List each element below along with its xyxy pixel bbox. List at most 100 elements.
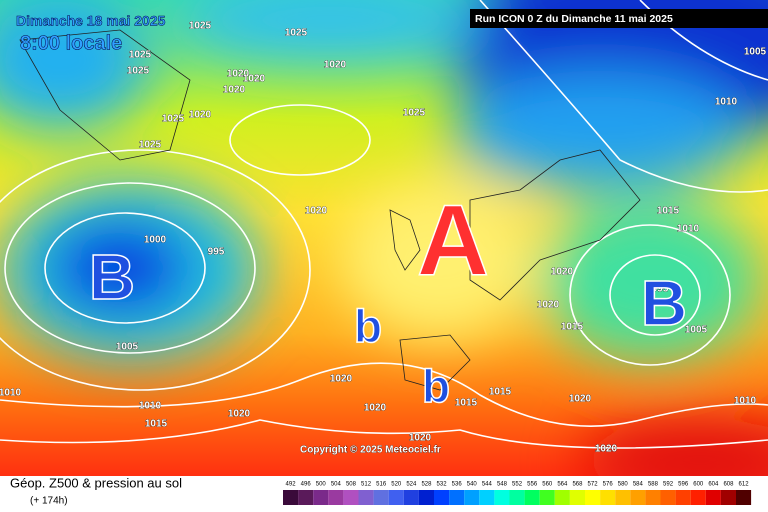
isobar-label: 995 — [652, 284, 669, 295]
isobar-label: 1020 — [189, 110, 212, 121]
scale-cell — [494, 490, 510, 505]
isobar-label: 1010 — [677, 224, 700, 235]
scale-cell — [585, 490, 601, 505]
scale-cell — [313, 490, 329, 505]
scale-cell — [630, 490, 646, 505]
isobar-label: 1015 — [561, 322, 584, 333]
scale-cell — [343, 490, 359, 505]
scale-cell — [736, 490, 752, 505]
footer-title: Géop. Z500 & pression au sol — [10, 475, 182, 490]
scale-cell — [298, 490, 314, 505]
scale-label: 584 — [633, 482, 644, 488]
isobar-label: 1025 — [127, 66, 150, 77]
scale-cell — [569, 490, 585, 505]
scale-label: 596 — [678, 482, 689, 488]
scale-label: 544 — [482, 482, 493, 488]
scale-label: 536 — [452, 482, 463, 488]
scale-label: 600 — [693, 482, 704, 488]
isobar-label: 1010 — [139, 401, 162, 412]
scale-cell — [690, 490, 706, 505]
scale-label: 576 — [603, 482, 614, 488]
run-info: Run ICON 0 Z du Dimanche 11 mai 2025 — [475, 13, 673, 25]
scale-cell — [358, 490, 374, 505]
isobar-label: 1020 — [551, 267, 574, 278]
scale-cell — [403, 490, 419, 505]
scale-cell — [449, 490, 465, 505]
isobar-label: 1015 — [657, 206, 680, 217]
forecast-date: Dimanche 18 mai 2025 — [16, 13, 166, 29]
scale-label: 540 — [467, 482, 478, 488]
isobar-label: 1015 — [455, 398, 478, 409]
scale-cell — [675, 490, 691, 505]
isobar-label: 1020 — [409, 433, 432, 444]
run-box — [470, 9, 768, 28]
isobar-label: 1020 — [537, 300, 560, 311]
scale-cell — [418, 490, 434, 505]
isobar-label: 1000 — [144, 235, 167, 246]
scale-cell — [524, 490, 540, 505]
isobar-label: 1005 — [685, 325, 708, 336]
isobar-label: 1005 — [116, 342, 139, 353]
scale-cell — [434, 490, 450, 505]
scale-cell — [600, 490, 616, 505]
isobar-label: 1020 — [595, 444, 618, 455]
scale-label: 512 — [361, 482, 372, 488]
isobar-label: 1020 — [227, 69, 250, 80]
low-center: B — [641, 267, 687, 339]
scale-label: 524 — [406, 482, 417, 488]
footer-lead: (+ 174h) — [30, 496, 68, 507]
scale-cell — [554, 490, 570, 505]
isobar-label: 1025 — [162, 114, 185, 125]
forecast-time: 8:00 locale — [20, 32, 122, 54]
scale-label: 508 — [346, 482, 357, 488]
isobar-label: 1020 — [243, 74, 266, 85]
isobar-label: 1015 — [145, 419, 168, 430]
scale-label: 564 — [557, 482, 568, 488]
scale-cell — [660, 490, 676, 505]
low-center: b — [354, 300, 382, 352]
isobar-label: 1025 — [403, 108, 426, 119]
scale-cell — [539, 490, 555, 505]
isobar-label: 1025 — [139, 140, 162, 151]
scale-cell — [464, 490, 480, 505]
scale-label: 556 — [527, 482, 538, 488]
isobar-label: 1025 — [129, 50, 152, 61]
isobar-labels: 1025102510251025102010201020102010251020… — [0, 20, 767, 455]
scale-label: 520 — [391, 482, 402, 488]
coastlines — [19, 29, 641, 391]
isobar-label: 1020 — [330, 374, 353, 385]
scale-cell — [615, 490, 631, 505]
isobar-label: 1010 — [715, 97, 738, 108]
scale-label: 592 — [663, 482, 674, 488]
scale-cell — [373, 490, 389, 505]
scale-label: 548 — [497, 482, 508, 488]
scale-cell — [388, 490, 404, 505]
isobar-label: 1020 — [324, 60, 347, 71]
scale-label: 516 — [376, 482, 387, 488]
scale-label: 588 — [648, 482, 659, 488]
scale-cell — [645, 490, 661, 505]
isobar-label: 1020 — [305, 206, 328, 217]
isobar-label: 1005 — [744, 47, 767, 58]
scale-label: 500 — [316, 482, 327, 488]
isobar-label: 1025 — [285, 28, 308, 39]
scale-label: 612 — [739, 482, 750, 488]
isobar-label: 1025 — [189, 21, 212, 32]
scale-label: 560 — [542, 482, 553, 488]
low-center: b — [422, 360, 450, 412]
scale-label: 504 — [331, 482, 342, 488]
isobar-label: 1020 — [228, 409, 251, 420]
scale-label: 532 — [437, 482, 448, 488]
isobar-label: 1015 — [489, 387, 512, 398]
copyright: Copyright © 2025 Meteociel.fr — [300, 445, 441, 456]
scale-cell — [720, 490, 736, 505]
isobar-label: 1020 — [223, 85, 246, 96]
scale-label: 608 — [723, 482, 734, 488]
scale-cell — [509, 490, 525, 505]
isobar-label: 1010 — [0, 388, 22, 399]
color-scale: 492 496 500 504 508 512 516 520 524 528 532 536 540 5… — [283, 482, 752, 505]
scale-label: 568 — [572, 482, 583, 488]
scale-cell — [705, 490, 721, 505]
scale-cell — [479, 490, 495, 505]
